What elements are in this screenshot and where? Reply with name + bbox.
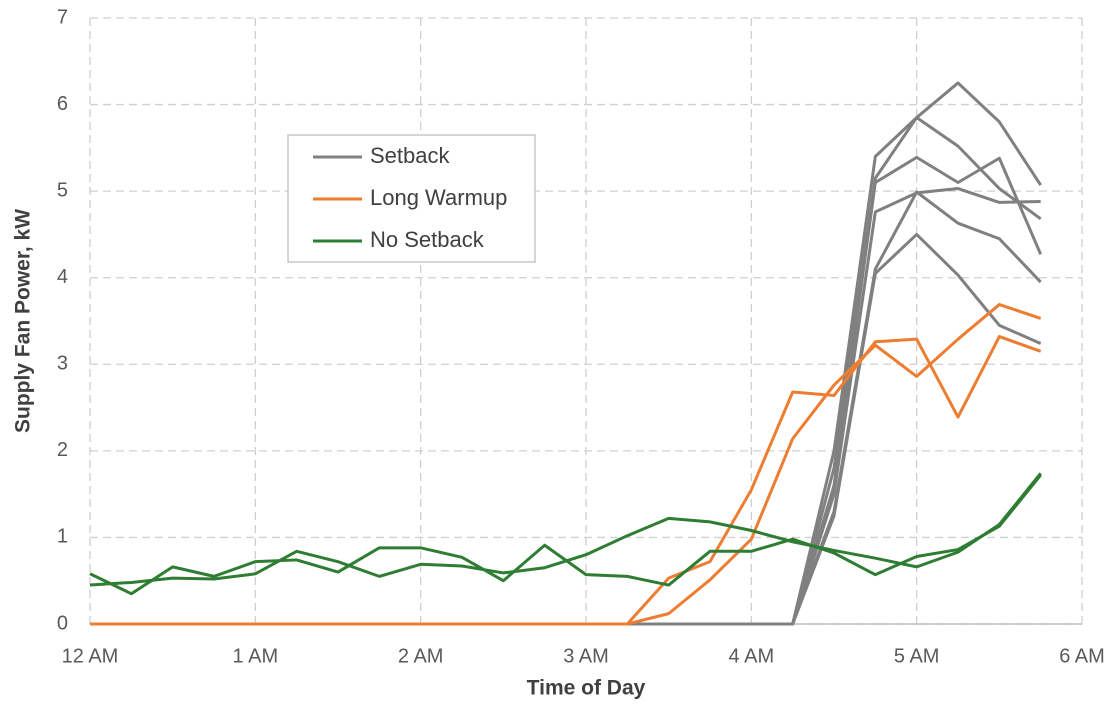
x-tick-label: 2 AM xyxy=(398,645,444,667)
series-line xyxy=(90,116,1042,626)
y-tick-label: 2 xyxy=(57,439,68,461)
series-line xyxy=(90,81,1042,626)
legend-label: No Setback xyxy=(370,227,485,252)
series-line xyxy=(89,472,1042,587)
x-axis-title: Time of Day xyxy=(527,677,646,700)
series-line xyxy=(90,335,1042,626)
x-tick-label: 3 AM xyxy=(563,645,609,667)
y-tick-label: 4 xyxy=(57,266,68,288)
x-tick-label: 1 AM xyxy=(233,645,279,667)
legend-label: Long Warmup xyxy=(370,185,507,210)
y-tick-label: 7 xyxy=(57,6,68,28)
x-tick-label: 12 AM xyxy=(62,645,119,667)
y-tick-label: 3 xyxy=(57,353,68,375)
x-tick-label: 6 AM xyxy=(1059,645,1105,667)
y-tick-label: 5 xyxy=(57,179,68,201)
series-line xyxy=(90,303,1042,626)
y-tick-label: 0 xyxy=(57,612,68,634)
x-tick-label: 4 AM xyxy=(729,645,775,667)
x-tick-label: 5 AM xyxy=(894,645,940,667)
y-tick-label: 6 xyxy=(57,93,68,115)
y-axis-title: Supply Fan Power, kW xyxy=(12,209,35,433)
legend-label: Setback xyxy=(370,143,450,168)
y-tick-label: 1 xyxy=(57,526,68,548)
